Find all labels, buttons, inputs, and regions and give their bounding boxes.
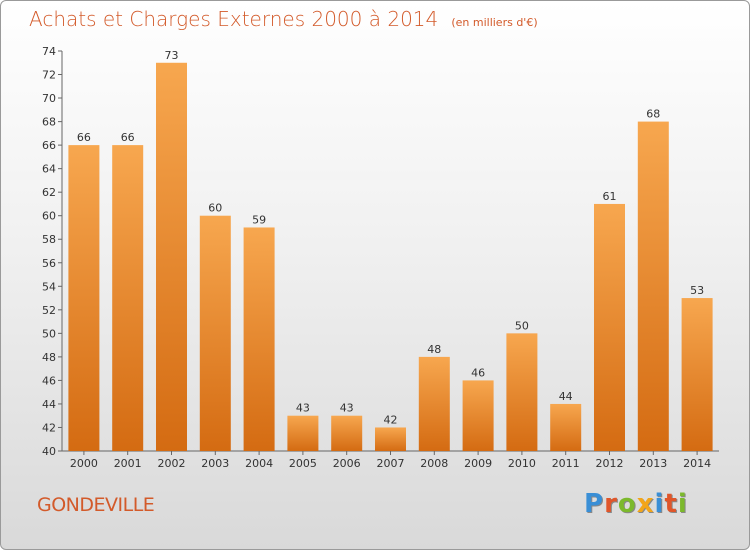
- x-tick-label: 2012: [596, 457, 624, 470]
- data-label: 53: [690, 284, 704, 297]
- proxiti-logo: Proxiti: [584, 489, 688, 519]
- data-label: 73: [165, 49, 179, 62]
- bar: [68, 145, 100, 451]
- y-tick-label: 40: [42, 445, 56, 458]
- bar: [637, 121, 669, 452]
- data-label: 60: [208, 202, 222, 215]
- bar: [375, 427, 406, 451]
- city-name: GONDEVILLE: [37, 494, 155, 516]
- x-tick-label: 2000: [70, 457, 98, 470]
- data-label: 43: [340, 402, 354, 415]
- y-tick-label: 50: [42, 327, 56, 340]
- data-label: 66: [121, 131, 135, 144]
- y-tick-label: 64: [42, 163, 56, 176]
- y-tick-label: 48: [42, 351, 56, 364]
- x-tick-label: 2005: [289, 457, 317, 470]
- bar: [506, 333, 538, 451]
- y-tick-label: 52: [42, 304, 56, 317]
- x-tick-label: 2010: [508, 457, 536, 470]
- chart-subtitle: (en milliers d'€): [451, 16, 538, 29]
- x-tick-label: 2008: [420, 457, 448, 470]
- x-tick-label: 2014: [683, 457, 711, 470]
- title-row: Achats et Charges Externes 2000 à 2014 (…: [29, 7, 538, 31]
- y-tick-label: 44: [42, 398, 56, 411]
- data-label: 59: [252, 213, 266, 226]
- y-tick-label: 70: [42, 92, 56, 105]
- x-tick-label: 2007: [377, 457, 405, 470]
- bar: [287, 415, 319, 451]
- data-label: 44: [559, 390, 573, 403]
- chart-title: Achats et Charges Externes 2000 à 2014: [29, 7, 439, 31]
- bar: [199, 215, 231, 451]
- bar: [418, 356, 450, 451]
- bar: [594, 203, 625, 451]
- bar: [681, 298, 713, 451]
- y-tick-label: 72: [42, 69, 56, 82]
- data-label: 50: [515, 319, 529, 332]
- y-tick-label: 58: [42, 233, 56, 246]
- data-label: 48: [427, 343, 441, 356]
- bar: [112, 145, 144, 451]
- x-tick-label: 2001: [114, 457, 142, 470]
- y-tick-label: 68: [42, 116, 56, 129]
- bar: [331, 415, 363, 451]
- y-tick-label: 60: [42, 210, 56, 223]
- data-label: 61: [603, 190, 617, 203]
- y-tick-label: 62: [42, 186, 56, 199]
- bar: [550, 403, 582, 451]
- data-label: 66: [77, 131, 91, 144]
- y-tick-label: 56: [42, 257, 56, 270]
- data-label: 42: [384, 413, 398, 426]
- x-tick-label: 2013: [639, 457, 667, 470]
- data-label: 43: [296, 402, 310, 415]
- bar: [462, 380, 494, 451]
- x-tick-label: 2004: [245, 457, 273, 470]
- y-tick-label: 66: [42, 139, 56, 152]
- x-tick-label: 2009: [464, 457, 492, 470]
- x-tick-label: 2002: [158, 457, 186, 470]
- bar: [243, 227, 275, 451]
- y-tick-label: 54: [42, 280, 56, 293]
- x-tick-label: 2006: [333, 457, 361, 470]
- data-label: 46: [471, 366, 485, 379]
- x-tick-label: 2011: [552, 457, 580, 470]
- x-tick-label: 2003: [201, 457, 229, 470]
- y-tick-label: 42: [42, 421, 56, 434]
- bar: [156, 62, 187, 451]
- data-label: 68: [646, 108, 660, 121]
- y-tick-label: 46: [42, 374, 56, 387]
- y-tick-label: 74: [42, 45, 56, 58]
